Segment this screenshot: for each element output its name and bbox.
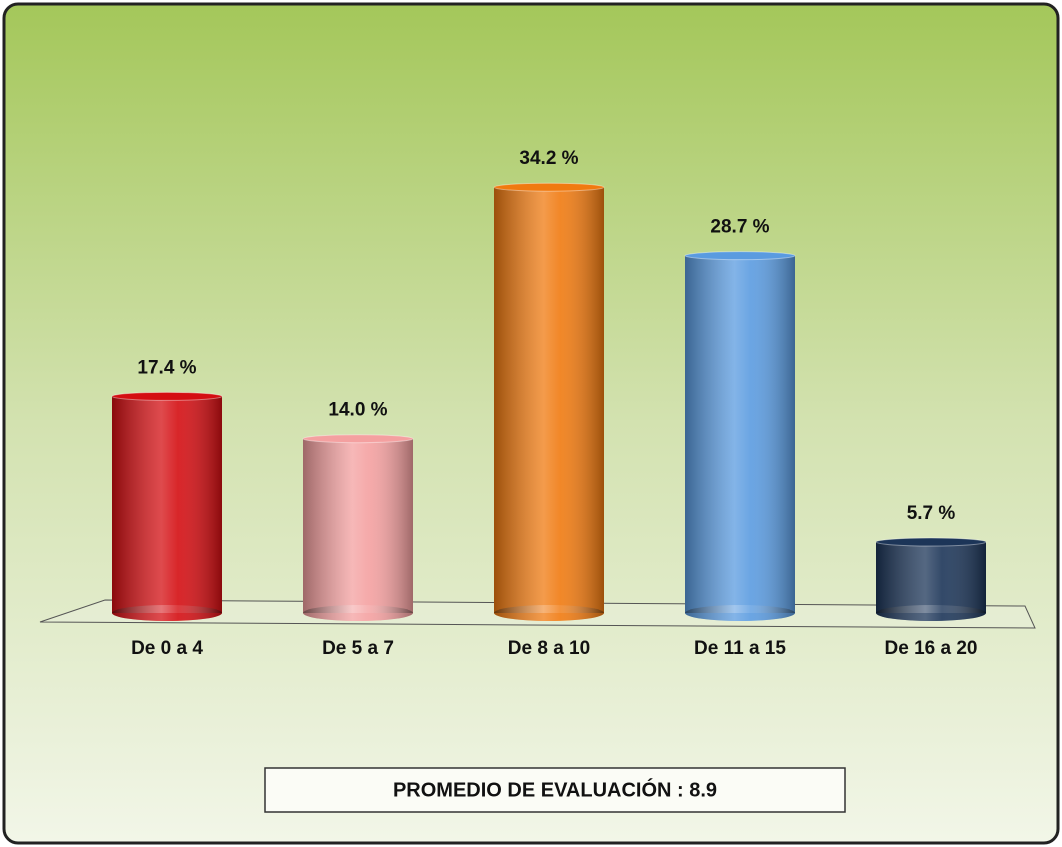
bar-top: [875, 537, 987, 547]
bar-shine: [112, 396, 222, 613]
bar-bottom-shine: [303, 605, 413, 621]
value-label: 34.2 %: [519, 148, 578, 169]
bar-bottom-shine: [685, 605, 795, 621]
value-label: 17.4 %: [137, 357, 196, 378]
bar-bottom-shine: [112, 605, 222, 621]
x-tick-label: De 8 a 10: [508, 638, 590, 659]
bar-shine: [876, 542, 986, 613]
bar-top: [302, 434, 414, 444]
x-tick-label: De 11 a 15: [694, 638, 786, 659]
value-label: 14.0 %: [328, 400, 387, 421]
bar-bottom-shine: [876, 605, 986, 621]
x-tick-label: De 5 a 7: [322, 638, 394, 659]
annotation-box: [264, 767, 846, 813]
bar-shine: [685, 255, 795, 613]
x-tick-label: De 0 a 4: [131, 638, 203, 659]
value-label: 5.7 %: [907, 503, 956, 524]
bar-top: [493, 182, 605, 192]
bar-top: [684, 251, 796, 261]
bar-top: [111, 391, 223, 401]
bar-bottom-shine: [494, 605, 604, 621]
bar-shine: [303, 438, 413, 613]
annotation: PROMEDIO DE EVALUACIÓN : 8.9: [393, 777, 717, 801]
value-label: 28.7 %: [710, 217, 769, 238]
bar-shine: [494, 187, 604, 613]
x-tick-label: De 16 a 20: [885, 638, 978, 659]
